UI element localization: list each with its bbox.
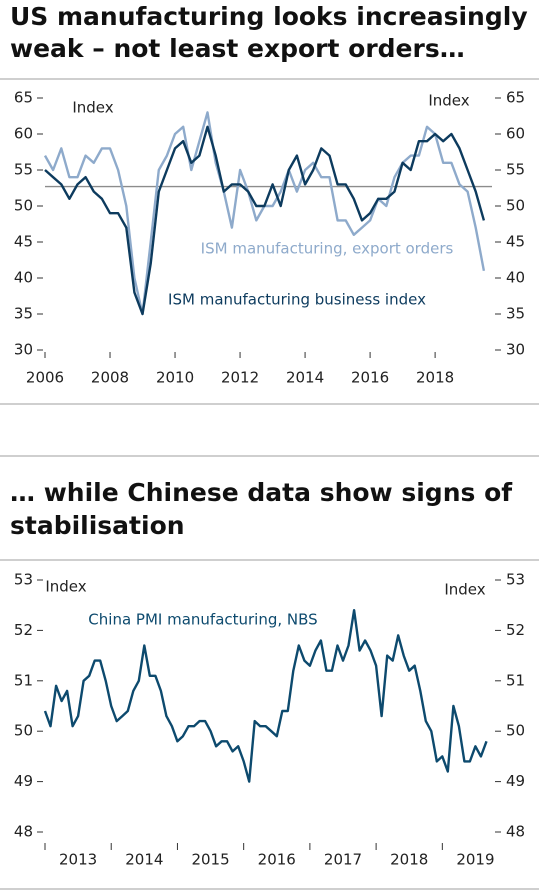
y-tick-label: 52 — [14, 621, 33, 639]
x-tick-label: 2012 — [221, 369, 259, 387]
y-axis-label: Index — [45, 578, 86, 596]
y2-tick-label: 53 — [506, 571, 525, 589]
y-tick-label: 51 — [14, 671, 33, 689]
x-tick-label: 2014 — [286, 369, 324, 387]
x-tick-label: 2015 — [191, 851, 229, 869]
y2-tick-label: 51 — [506, 671, 525, 689]
y2-axis-label: Index — [428, 92, 469, 110]
y2-tick-label: 65 — [506, 89, 525, 107]
y2-tick-label: 40 — [506, 269, 525, 287]
series-line — [44, 125, 486, 316]
y-tick-label: 53 — [14, 571, 33, 589]
y-tick-label: 48 — [14, 823, 33, 841]
y-axis-label: Index — [72, 99, 113, 117]
chart-title: stabilisation — [10, 511, 185, 540]
y-tick-label: 50 — [14, 722, 33, 740]
series-label: ISM manufacturing, export orders — [201, 240, 454, 258]
y2-tick-label: 60 — [506, 125, 525, 143]
series-line — [43, 609, 488, 783]
y2-tick-label: 50 — [506, 722, 525, 740]
y-tick-label: 30 — [14, 341, 33, 359]
x-tick-label: 2014 — [125, 851, 163, 869]
chart-title: … while Chinese data show signs of — [10, 478, 513, 507]
y2-tick-label: 50 — [506, 197, 525, 215]
y-tick-label: 60 — [14, 125, 33, 143]
chart-title: US manufacturing looks increasingly — [10, 2, 528, 31]
y2-tick-label: 48 — [506, 823, 525, 841]
series-label: ISM manufacturing business index — [168, 291, 426, 309]
y2-tick-label: 55 — [506, 161, 525, 179]
chart-title: weak – not least export orders… — [10, 34, 465, 63]
y-tick-label: 55 — [14, 161, 33, 179]
x-tick-label: 2018 — [416, 369, 454, 387]
y-tick-label: 40 — [14, 269, 33, 287]
y-tick-label: 50 — [14, 197, 33, 215]
series-label: China PMI manufacturing, NBS — [88, 611, 317, 629]
y-tick-label: 65 — [14, 89, 33, 107]
y-tick-label: 49 — [14, 772, 33, 790]
y2-tick-label: 45 — [506, 233, 525, 251]
y2-tick-label: 35 — [506, 305, 525, 323]
x-tick-label: 2010 — [156, 369, 194, 387]
x-tick-label: 2013 — [59, 851, 97, 869]
y-tick-label: 45 — [14, 233, 33, 251]
y-tick-label: 35 — [14, 305, 33, 323]
x-tick-label: 2019 — [456, 851, 494, 869]
x-tick-label: 2018 — [390, 851, 428, 869]
x-tick-label: 2006 — [26, 369, 64, 387]
y2-tick-label: 52 — [506, 621, 525, 639]
x-tick-label: 2016 — [258, 851, 296, 869]
y2-axis-label: Index — [444, 581, 485, 599]
y2-tick-label: 30 — [506, 341, 525, 359]
x-tick-label: 2016 — [351, 369, 389, 387]
x-tick-label: 2017 — [324, 851, 362, 869]
y2-tick-label: 49 — [506, 772, 525, 790]
x-tick-label: 2008 — [91, 369, 129, 387]
